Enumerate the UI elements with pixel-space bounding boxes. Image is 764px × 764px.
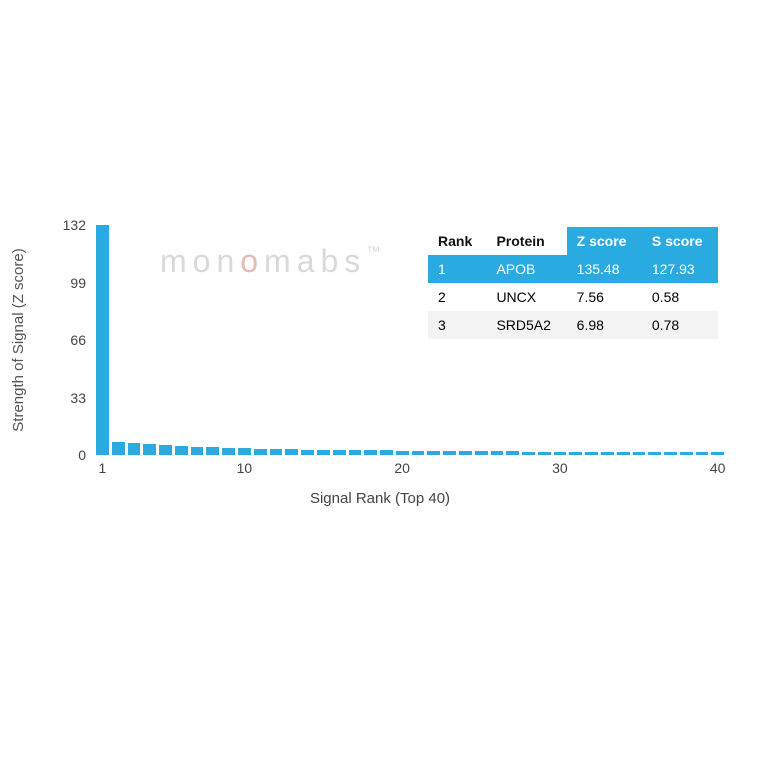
bar bbox=[648, 452, 661, 455]
x-tick: 40 bbox=[698, 460, 738, 476]
table-header-cell: Rank bbox=[428, 227, 486, 255]
bar bbox=[222, 448, 235, 455]
bar bbox=[412, 451, 425, 455]
bar bbox=[427, 451, 440, 455]
bar bbox=[112, 442, 125, 455]
bar bbox=[206, 447, 219, 455]
x-tick: 30 bbox=[540, 460, 580, 476]
bar bbox=[617, 452, 630, 455]
chart-plot-area: monomabs™ 0336699132 110203040 RankProte… bbox=[90, 225, 730, 455]
bar bbox=[380, 450, 393, 455]
table-header-cell: Z score bbox=[567, 227, 642, 255]
bar bbox=[696, 452, 709, 455]
bar bbox=[285, 449, 298, 455]
table-cell: UNCX bbox=[486, 283, 566, 311]
x-tick: 10 bbox=[224, 460, 264, 476]
x-tick: 1 bbox=[82, 460, 122, 476]
bar bbox=[238, 448, 251, 455]
bar bbox=[554, 452, 567, 455]
bar bbox=[128, 443, 141, 455]
y-tick: 132 bbox=[50, 217, 86, 233]
bar bbox=[585, 452, 598, 455]
table-cell: SRD5A2 bbox=[486, 311, 566, 339]
table-cell: 2 bbox=[428, 283, 486, 311]
bar bbox=[491, 451, 504, 455]
bar bbox=[569, 452, 582, 455]
table-header-cell: S score bbox=[642, 227, 718, 255]
bar bbox=[475, 451, 488, 455]
x-axis-label: Signal Rank (Top 40) bbox=[55, 490, 705, 507]
bar bbox=[301, 450, 314, 455]
bar bbox=[459, 451, 472, 455]
bar bbox=[159, 445, 172, 455]
table-cell: 7.56 bbox=[567, 283, 642, 311]
bar bbox=[317, 450, 330, 455]
bar bbox=[364, 450, 377, 455]
bar bbox=[191, 447, 204, 455]
bar bbox=[680, 452, 693, 455]
bar bbox=[175, 446, 188, 455]
table-cell: APOB bbox=[486, 255, 566, 283]
table-row: 1APOB135.48127.93 bbox=[428, 255, 718, 283]
y-tick: 99 bbox=[50, 275, 86, 291]
bar bbox=[633, 452, 646, 455]
y-tick: 0 bbox=[50, 447, 86, 463]
y-tick: 66 bbox=[50, 332, 86, 348]
bar bbox=[522, 452, 535, 455]
bar bbox=[711, 452, 724, 455]
bar bbox=[506, 451, 519, 455]
y-tick: 33 bbox=[50, 390, 86, 406]
table-cell: 127.93 bbox=[642, 255, 718, 283]
bar bbox=[396, 451, 409, 455]
table-cell: 3 bbox=[428, 311, 486, 339]
table-cell: 1 bbox=[428, 255, 486, 283]
y-axis-label: Strength of Signal (Z score) bbox=[10, 225, 27, 455]
table-row: 2UNCX7.560.58 bbox=[428, 283, 718, 311]
bar bbox=[333, 450, 346, 455]
table-cell: 0.58 bbox=[642, 283, 718, 311]
table-cell: 135.48 bbox=[567, 255, 642, 283]
signal-rank-figure: Strength of Signal (Z score) monomabs™ 0… bbox=[55, 225, 735, 525]
bar bbox=[270, 449, 283, 455]
bar bbox=[538, 452, 551, 455]
bar bbox=[601, 452, 614, 455]
table-header-cell: Protein bbox=[486, 227, 566, 255]
table-cell: 0.78 bbox=[642, 311, 718, 339]
bar bbox=[96, 225, 109, 455]
bar bbox=[349, 450, 362, 455]
x-tick: 20 bbox=[382, 460, 422, 476]
table-row: 3SRD5A26.980.78 bbox=[428, 311, 718, 339]
bar bbox=[254, 449, 267, 455]
bar bbox=[143, 444, 156, 455]
bar bbox=[443, 451, 456, 455]
table-cell: 6.98 bbox=[567, 311, 642, 339]
bar bbox=[664, 452, 677, 455]
protein-table: RankProteinZ scoreS score 1APOB135.48127… bbox=[428, 227, 718, 339]
